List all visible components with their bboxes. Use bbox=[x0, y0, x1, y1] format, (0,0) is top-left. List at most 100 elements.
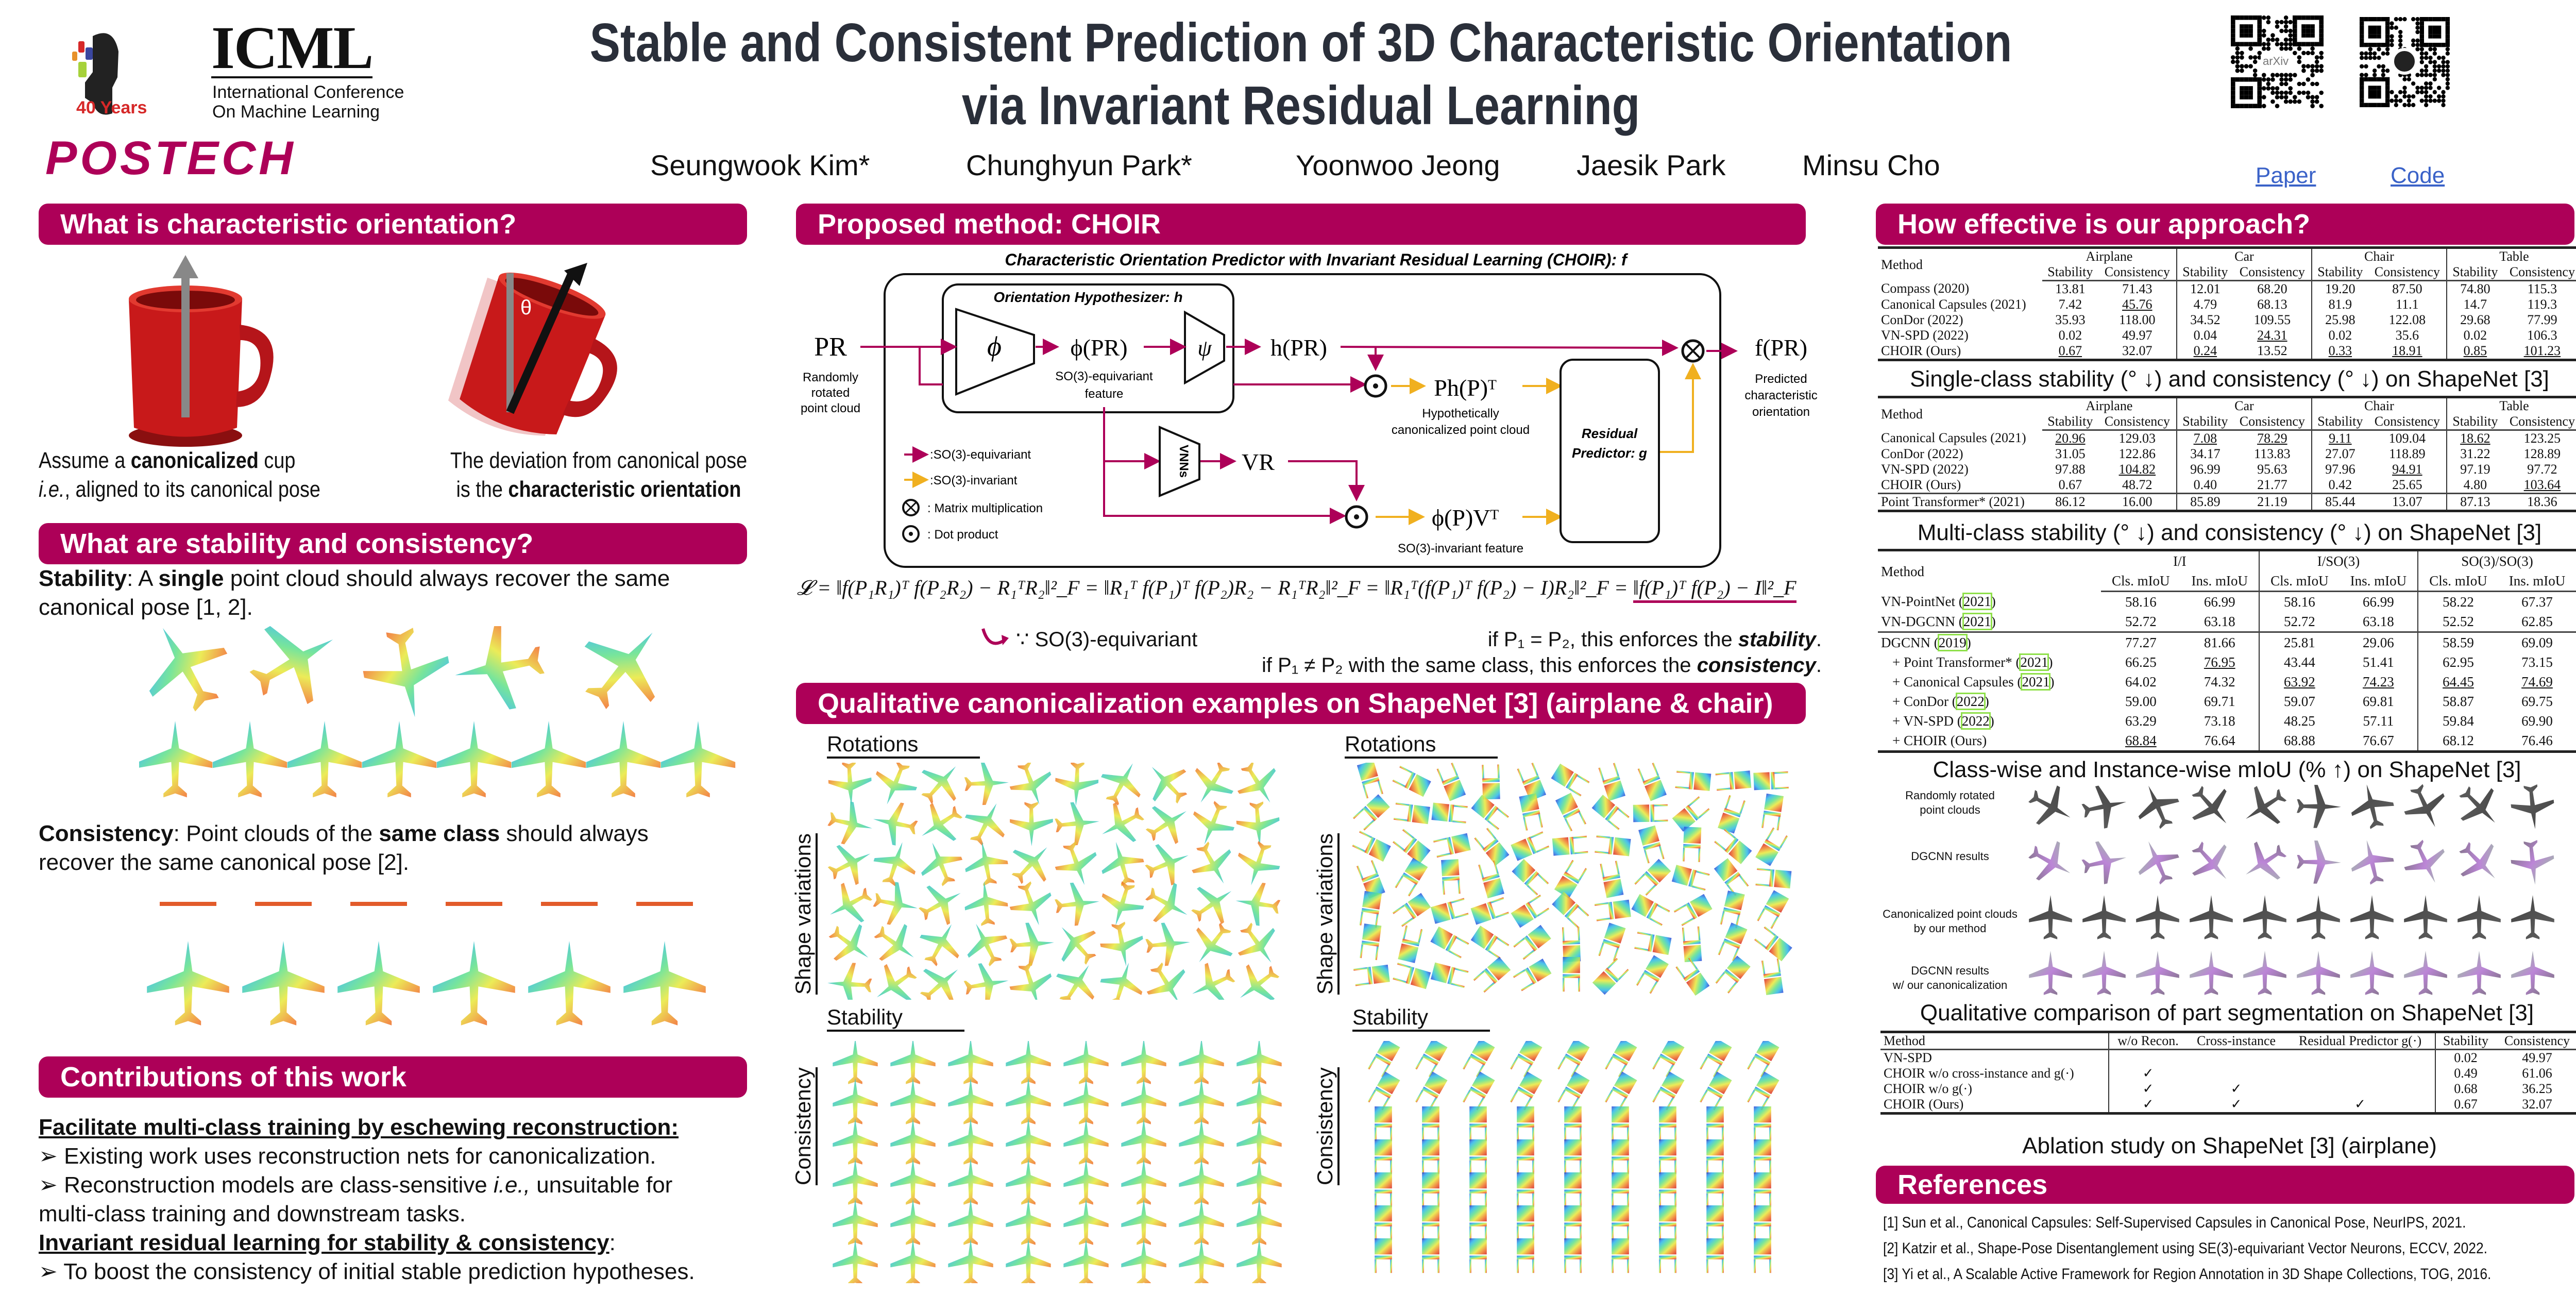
chair-point-cloud bbox=[1375, 1106, 1392, 1141]
airplane-point-cloud bbox=[918, 885, 961, 925]
rotated-cup-image: θ bbox=[448, 263, 617, 436]
airplane-point-cloud bbox=[1196, 922, 1233, 963]
airplane-point-cloud bbox=[249, 626, 333, 704]
icml-sub2: On Machine Learning bbox=[212, 102, 380, 122]
airplane-point-cloud bbox=[1151, 767, 1188, 804]
airplane-point-cloud bbox=[584, 632, 655, 710]
value-cell: 68.84 bbox=[2125, 733, 2157, 748]
value-cell: 43.44 bbox=[2258, 652, 2340, 672]
value-cell: 66.25 bbox=[2125, 654, 2157, 670]
airplane-point-cloud bbox=[1179, 1158, 1224, 1205]
paper-link[interactable]: Paper bbox=[2256, 163, 2316, 188]
value-cell: 81.9 bbox=[2311, 297, 2368, 312]
column-header-method: Method bbox=[1881, 563, 1924, 579]
value-cell: 13.52 bbox=[2257, 343, 2287, 358]
chair-point-cloud bbox=[1512, 859, 1549, 896]
reference-1: [1] Sun et al., Canonical Capsules: Self… bbox=[1883, 1214, 2466, 1231]
value-cell: 52.52 bbox=[2417, 612, 2498, 632]
method-name: DGCNN ( bbox=[1881, 635, 1939, 650]
chair-point-cloud bbox=[1430, 926, 1469, 959]
airplane-point-cloud bbox=[1193, 801, 1235, 845]
contribution-bullet-1: ➢ Existing work uses reconstruction nets… bbox=[39, 1144, 656, 1169]
reference-2: [2] Katzir et al., Shape-Pose Disentangl… bbox=[1883, 1240, 2487, 1257]
icml-wordmark: ICML bbox=[211, 14, 374, 81]
column-header: Stability bbox=[2434, 1032, 2496, 1050]
chair-point-cloud bbox=[1375, 1139, 1392, 1174]
column-header: Consistency bbox=[2495, 1032, 2576, 1050]
value-cell: 87.50 bbox=[2392, 281, 2422, 296]
method-cell: + Canonical Capsules (2021) bbox=[1892, 673, 2055, 691]
chair-point-cloud bbox=[1375, 1205, 1392, 1240]
value-cell: 35.93 bbox=[2055, 312, 2086, 327]
loss-equation: 𝓛 = ‖f(P₁R₁)ᵀ f(P₂R₂) − R₁ᵀR₂‖²_F = ‖R₁ᵀ… bbox=[797, 576, 1822, 603]
value-cell: 19.20 bbox=[2311, 280, 2368, 297]
airplane-point-cloud bbox=[1179, 1041, 1224, 1084]
chair-point-cloud bbox=[1422, 1172, 1439, 1207]
value-cell: 74.69 bbox=[2521, 674, 2553, 690]
value-cell: 128.89 bbox=[2523, 446, 2561, 461]
segmentation-airplane bbox=[2192, 842, 2227, 879]
chair-point-cloud bbox=[1517, 1139, 1534, 1174]
method-cell: + VN-SPD (2022) bbox=[1892, 712, 1994, 730]
column-header-metric: Consistency bbox=[2503, 414, 2576, 431]
ablation-caption: Ablation study on ShapeNet [3] (airplane… bbox=[2022, 1133, 2437, 1158]
chair-point-cloud bbox=[1755, 868, 1792, 888]
value-cell: 35.6 bbox=[2395, 328, 2419, 343]
method-name: + ConDor ( bbox=[1892, 694, 1957, 709]
contributions-list: Facilitate multi-class training by esche… bbox=[39, 1113, 695, 1286]
segmentation-airplane bbox=[2351, 784, 2394, 829]
table-row: Compass (2020) 13.81 71.43 12.01 68.20 19.20 8… bbox=[1878, 280, 2576, 297]
value-cell: 68.13 bbox=[2257, 297, 2287, 312]
chair-point-cloud bbox=[1761, 958, 1784, 995]
chair-point-cloud bbox=[1462, 1071, 1495, 1111]
up-arrow-icon bbox=[173, 255, 198, 278]
airplane-point-cloud bbox=[1006, 1118, 1051, 1165]
chair-point-cloud bbox=[1715, 770, 1752, 791]
value-cell: 32.07 bbox=[2122, 343, 2153, 358]
segmentation-miou-table: Method I/I I/SO(3) SO(3)/SO(3) Cls. mIoU Ins.… bbox=[1878, 549, 2576, 753]
airplane-point-cloud bbox=[827, 845, 871, 885]
qr-paper[interactable] bbox=[2231, 15, 2324, 108]
value-cell: 69.90 bbox=[2521, 713, 2553, 729]
code-link[interactable]: Code bbox=[2391, 163, 2445, 188]
chair-point-cloud bbox=[1652, 1071, 1685, 1111]
column-header-metric: Stability bbox=[2446, 414, 2503, 431]
author-1: Seungwook Kim* bbox=[650, 149, 870, 181]
airplane-point-cloud bbox=[433, 941, 515, 1026]
value-cell: 20.96 bbox=[2055, 431, 2086, 446]
chair-point-cloud bbox=[1634, 859, 1671, 896]
method-year: 2019 bbox=[1937, 634, 1968, 651]
value-cell: 0.67 bbox=[2058, 477, 2082, 492]
hypothesizer-title: Orientation Hypothesizer: h bbox=[993, 289, 1182, 305]
chair-point-cloud bbox=[1747, 1041, 1780, 1078]
airplane-point-cloud bbox=[1236, 1041, 1282, 1084]
chair-point-cloud bbox=[1699, 1041, 1732, 1078]
segmentation-airplane bbox=[2511, 840, 2554, 885]
method-cell: VN-PointNet (2021) bbox=[1881, 593, 1996, 611]
chair-point-cloud bbox=[1659, 1106, 1676, 1141]
chair-point-cloud bbox=[1564, 1238, 1582, 1273]
chair-point-cloud bbox=[1557, 1041, 1590, 1078]
chair-point-cloud bbox=[1352, 831, 1391, 862]
stability-label-airplane: Stability bbox=[827, 1005, 965, 1032]
value-cell: 122.86 bbox=[2119, 446, 2156, 461]
segmentation-row-label: Canonicalized point clouds by our method bbox=[1883, 907, 2018, 935]
method-cell: ConDor (2022) bbox=[1881, 312, 1963, 327]
chair-point-cloud bbox=[1511, 831, 1550, 861]
value-cell: 32.07 bbox=[2522, 1097, 2552, 1112]
segmentation-airplane bbox=[2511, 895, 2554, 939]
chair-rotation-examples bbox=[1352, 763, 1792, 996]
chair-point-cloud bbox=[1612, 1106, 1629, 1141]
method-cell: VN-SPD (2022) bbox=[1881, 462, 1969, 477]
f-pr-label: f(PR) bbox=[1755, 334, 1807, 361]
section-header-qualitative: Qualitative canonicalization examples on… bbox=[796, 683, 1806, 724]
hypothesizer-box bbox=[942, 283, 1234, 413]
airplane-point-cloud bbox=[1063, 1078, 1109, 1124]
airplane-point-cloud bbox=[1100, 921, 1143, 967]
airplane-point-cloud bbox=[827, 963, 872, 1000]
value-cell: 31.22 bbox=[2446, 446, 2503, 462]
chair-point-cloud bbox=[1551, 763, 1590, 797]
svg-text:VNNs: VNNs bbox=[1177, 445, 1191, 478]
column-header-metric: Ins. mIoU bbox=[2180, 571, 2259, 592]
value-cell: 81.66 bbox=[2180, 631, 2259, 652]
